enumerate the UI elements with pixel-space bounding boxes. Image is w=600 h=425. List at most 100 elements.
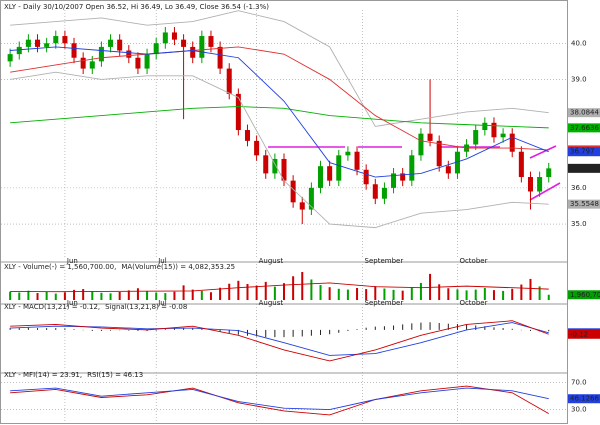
candle-body bbox=[500, 133, 506, 138]
candle-body bbox=[336, 155, 342, 181]
candle-body bbox=[263, 155, 269, 174]
volume-bar bbox=[328, 287, 331, 300]
end-label: 37.6636 bbox=[570, 124, 599, 132]
volume-bar bbox=[292, 276, 295, 300]
histogram-bar bbox=[256, 329, 258, 337]
candle-body bbox=[71, 43, 77, 58]
volume-bar bbox=[374, 286, 377, 300]
volume-bar bbox=[36, 293, 39, 300]
volume-bar bbox=[511, 288, 514, 300]
indicator-line bbox=[10, 320, 549, 362]
volume-bar bbox=[310, 279, 313, 300]
volume-bar bbox=[91, 291, 94, 300]
volume-bar bbox=[73, 289, 76, 300]
legend-entry: MA(Volume(15)) = 4,082,353.25 bbox=[121, 263, 235, 271]
x-tick-label: September bbox=[365, 257, 404, 265]
volume-bar bbox=[502, 290, 505, 300]
volume-bar bbox=[383, 288, 386, 300]
legend-entry: XLY - MACD(13,21) = -0.12, bbox=[4, 303, 100, 311]
volume-bar bbox=[9, 291, 12, 300]
volume-bar bbox=[447, 288, 450, 300]
volume-bar bbox=[246, 284, 249, 300]
candle-body bbox=[445, 166, 451, 174]
volume-bar bbox=[136, 288, 139, 300]
candle-body bbox=[318, 166, 324, 188]
histogram-bar bbox=[155, 329, 157, 331]
end-label: -0.12 bbox=[570, 330, 588, 338]
volume-bar bbox=[209, 292, 212, 300]
histogram-bar bbox=[484, 326, 486, 330]
histogram-bar bbox=[265, 329, 267, 338]
end-label-box bbox=[568, 108, 600, 118]
candle-body bbox=[436, 140, 442, 167]
candle-body bbox=[290, 180, 296, 203]
candle-body bbox=[308, 187, 314, 210]
volume-bar bbox=[337, 288, 340, 300]
candle-body bbox=[537, 177, 543, 192]
histogram-bar bbox=[365, 327, 367, 330]
candle-body bbox=[162, 32, 168, 44]
y-tick-label: 35.0 bbox=[571, 220, 587, 228]
volume-bar bbox=[346, 289, 349, 300]
histogram-bar bbox=[411, 323, 413, 330]
volume-bar bbox=[283, 283, 285, 300]
candle-body bbox=[409, 155, 415, 181]
candle-body bbox=[44, 43, 50, 47]
candle-body bbox=[235, 93, 241, 131]
end-label-box bbox=[568, 199, 600, 209]
histogram-bar bbox=[201, 328, 203, 330]
histogram-bar bbox=[64, 328, 66, 330]
candle-body bbox=[181, 39, 187, 47]
legend-entry: XLY - Volume(-) = 1,560,700.00, bbox=[4, 263, 116, 271]
histogram-bar bbox=[393, 325, 395, 330]
histogram-bar bbox=[292, 329, 294, 337]
volume-bar bbox=[365, 289, 368, 300]
histogram-bar bbox=[548, 329, 550, 332]
candle-body bbox=[199, 36, 205, 58]
histogram-bar bbox=[192, 328, 194, 330]
candle-body bbox=[254, 140, 260, 156]
legend-entry: RSI(15) = 46.13 bbox=[87, 371, 143, 379]
end-label-box bbox=[568, 163, 600, 173]
histogram-bar bbox=[110, 329, 112, 331]
candle-body bbox=[7, 54, 13, 62]
volume-bar bbox=[164, 293, 167, 300]
histogram-bar bbox=[137, 329, 139, 331]
candle-body bbox=[135, 57, 141, 69]
legend-entry: Signal(13,21,8) = -0.08 bbox=[105, 303, 187, 311]
candle-body bbox=[153, 43, 159, 55]
end-label-box bbox=[568, 394, 600, 404]
histogram-bar bbox=[402, 324, 404, 330]
histogram-bar bbox=[219, 329, 221, 332]
volume-bar bbox=[191, 289, 194, 300]
histogram-bar bbox=[511, 328, 513, 330]
histogram-bar bbox=[502, 328, 504, 330]
histogram-bar bbox=[329, 329, 331, 335]
indicator-line bbox=[10, 10, 549, 127]
histogram-bar bbox=[100, 329, 102, 331]
candle-body bbox=[518, 151, 524, 178]
volume-bar bbox=[118, 292, 121, 300]
candle-body bbox=[482, 122, 488, 131]
histogram-bar bbox=[493, 327, 495, 330]
end-label-box bbox=[568, 329, 600, 339]
trend-line bbox=[529, 182, 561, 201]
volume-bar bbox=[356, 288, 359, 300]
y-tick-label: 70.0 bbox=[571, 379, 587, 387]
candle-body bbox=[473, 130, 479, 145]
volume-bar bbox=[492, 290, 495, 300]
trend-line bbox=[529, 145, 557, 159]
candle-body bbox=[281, 158, 287, 181]
x-tick-label: Jul bbox=[157, 257, 167, 265]
volume-bar bbox=[45, 292, 48, 300]
x-tick-label: Jul bbox=[157, 299, 167, 307]
histogram-bar bbox=[18, 328, 20, 330]
histogram-bar bbox=[374, 326, 376, 330]
indicator-line bbox=[10, 322, 549, 356]
x-tick-label: Jun bbox=[66, 257, 78, 265]
indicator-line bbox=[10, 385, 549, 416]
histogram-bar bbox=[475, 325, 477, 330]
histogram-bar bbox=[91, 329, 93, 331]
histogram-bar bbox=[283, 329, 285, 338]
volume-bar bbox=[520, 284, 523, 300]
